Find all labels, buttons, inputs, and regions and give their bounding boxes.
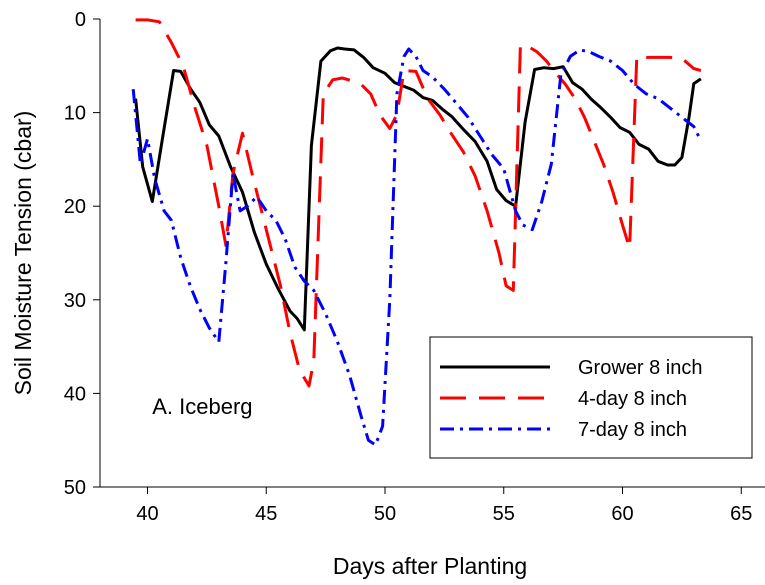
y-tick-label: 30 xyxy=(64,290,86,312)
series-line-3 xyxy=(131,47,703,447)
x-ticks: 40 45 50 55 60 65 xyxy=(136,487,752,525)
y-axis-title: Soil Moisture Tension (cbar) xyxy=(10,111,36,396)
series-layer xyxy=(131,18,703,447)
x-tick-label: 55 xyxy=(493,503,515,525)
y-tick-label: 50 xyxy=(64,477,86,499)
chart-annotation: A. Iceberg xyxy=(152,394,252,419)
y-tick-label: 10 xyxy=(64,103,86,125)
legend-label: Grower 8 inch xyxy=(578,357,703,379)
legend: Grower 8 inch 4-day 8 inch 7-day 8 inch xyxy=(429,336,753,459)
x-tick-label: 60 xyxy=(611,503,633,525)
series-line-1 xyxy=(134,46,702,332)
x-tick-label: 65 xyxy=(730,503,752,525)
y-ticks: 0 10 20 30 40 50 xyxy=(64,9,100,499)
x-tick-label: 45 xyxy=(255,503,277,525)
series-line-2 xyxy=(135,18,702,388)
x-tick-label: 50 xyxy=(374,503,396,525)
legend-entries: Grower 8 inch 4-day 8 inch 7-day 8 inch xyxy=(440,357,703,441)
y-tick-label: 40 xyxy=(64,383,86,405)
x-tick-label: 40 xyxy=(136,503,158,525)
legend-label: 4-day 8 inch xyxy=(578,388,687,410)
x-axis-title: Days after Planting xyxy=(333,553,527,579)
axes-layer xyxy=(99,19,765,488)
y-tick-label: 0 xyxy=(75,9,86,31)
y-tick-label: 20 xyxy=(64,196,86,218)
legend-label: 7-day 8 inch xyxy=(578,419,687,441)
